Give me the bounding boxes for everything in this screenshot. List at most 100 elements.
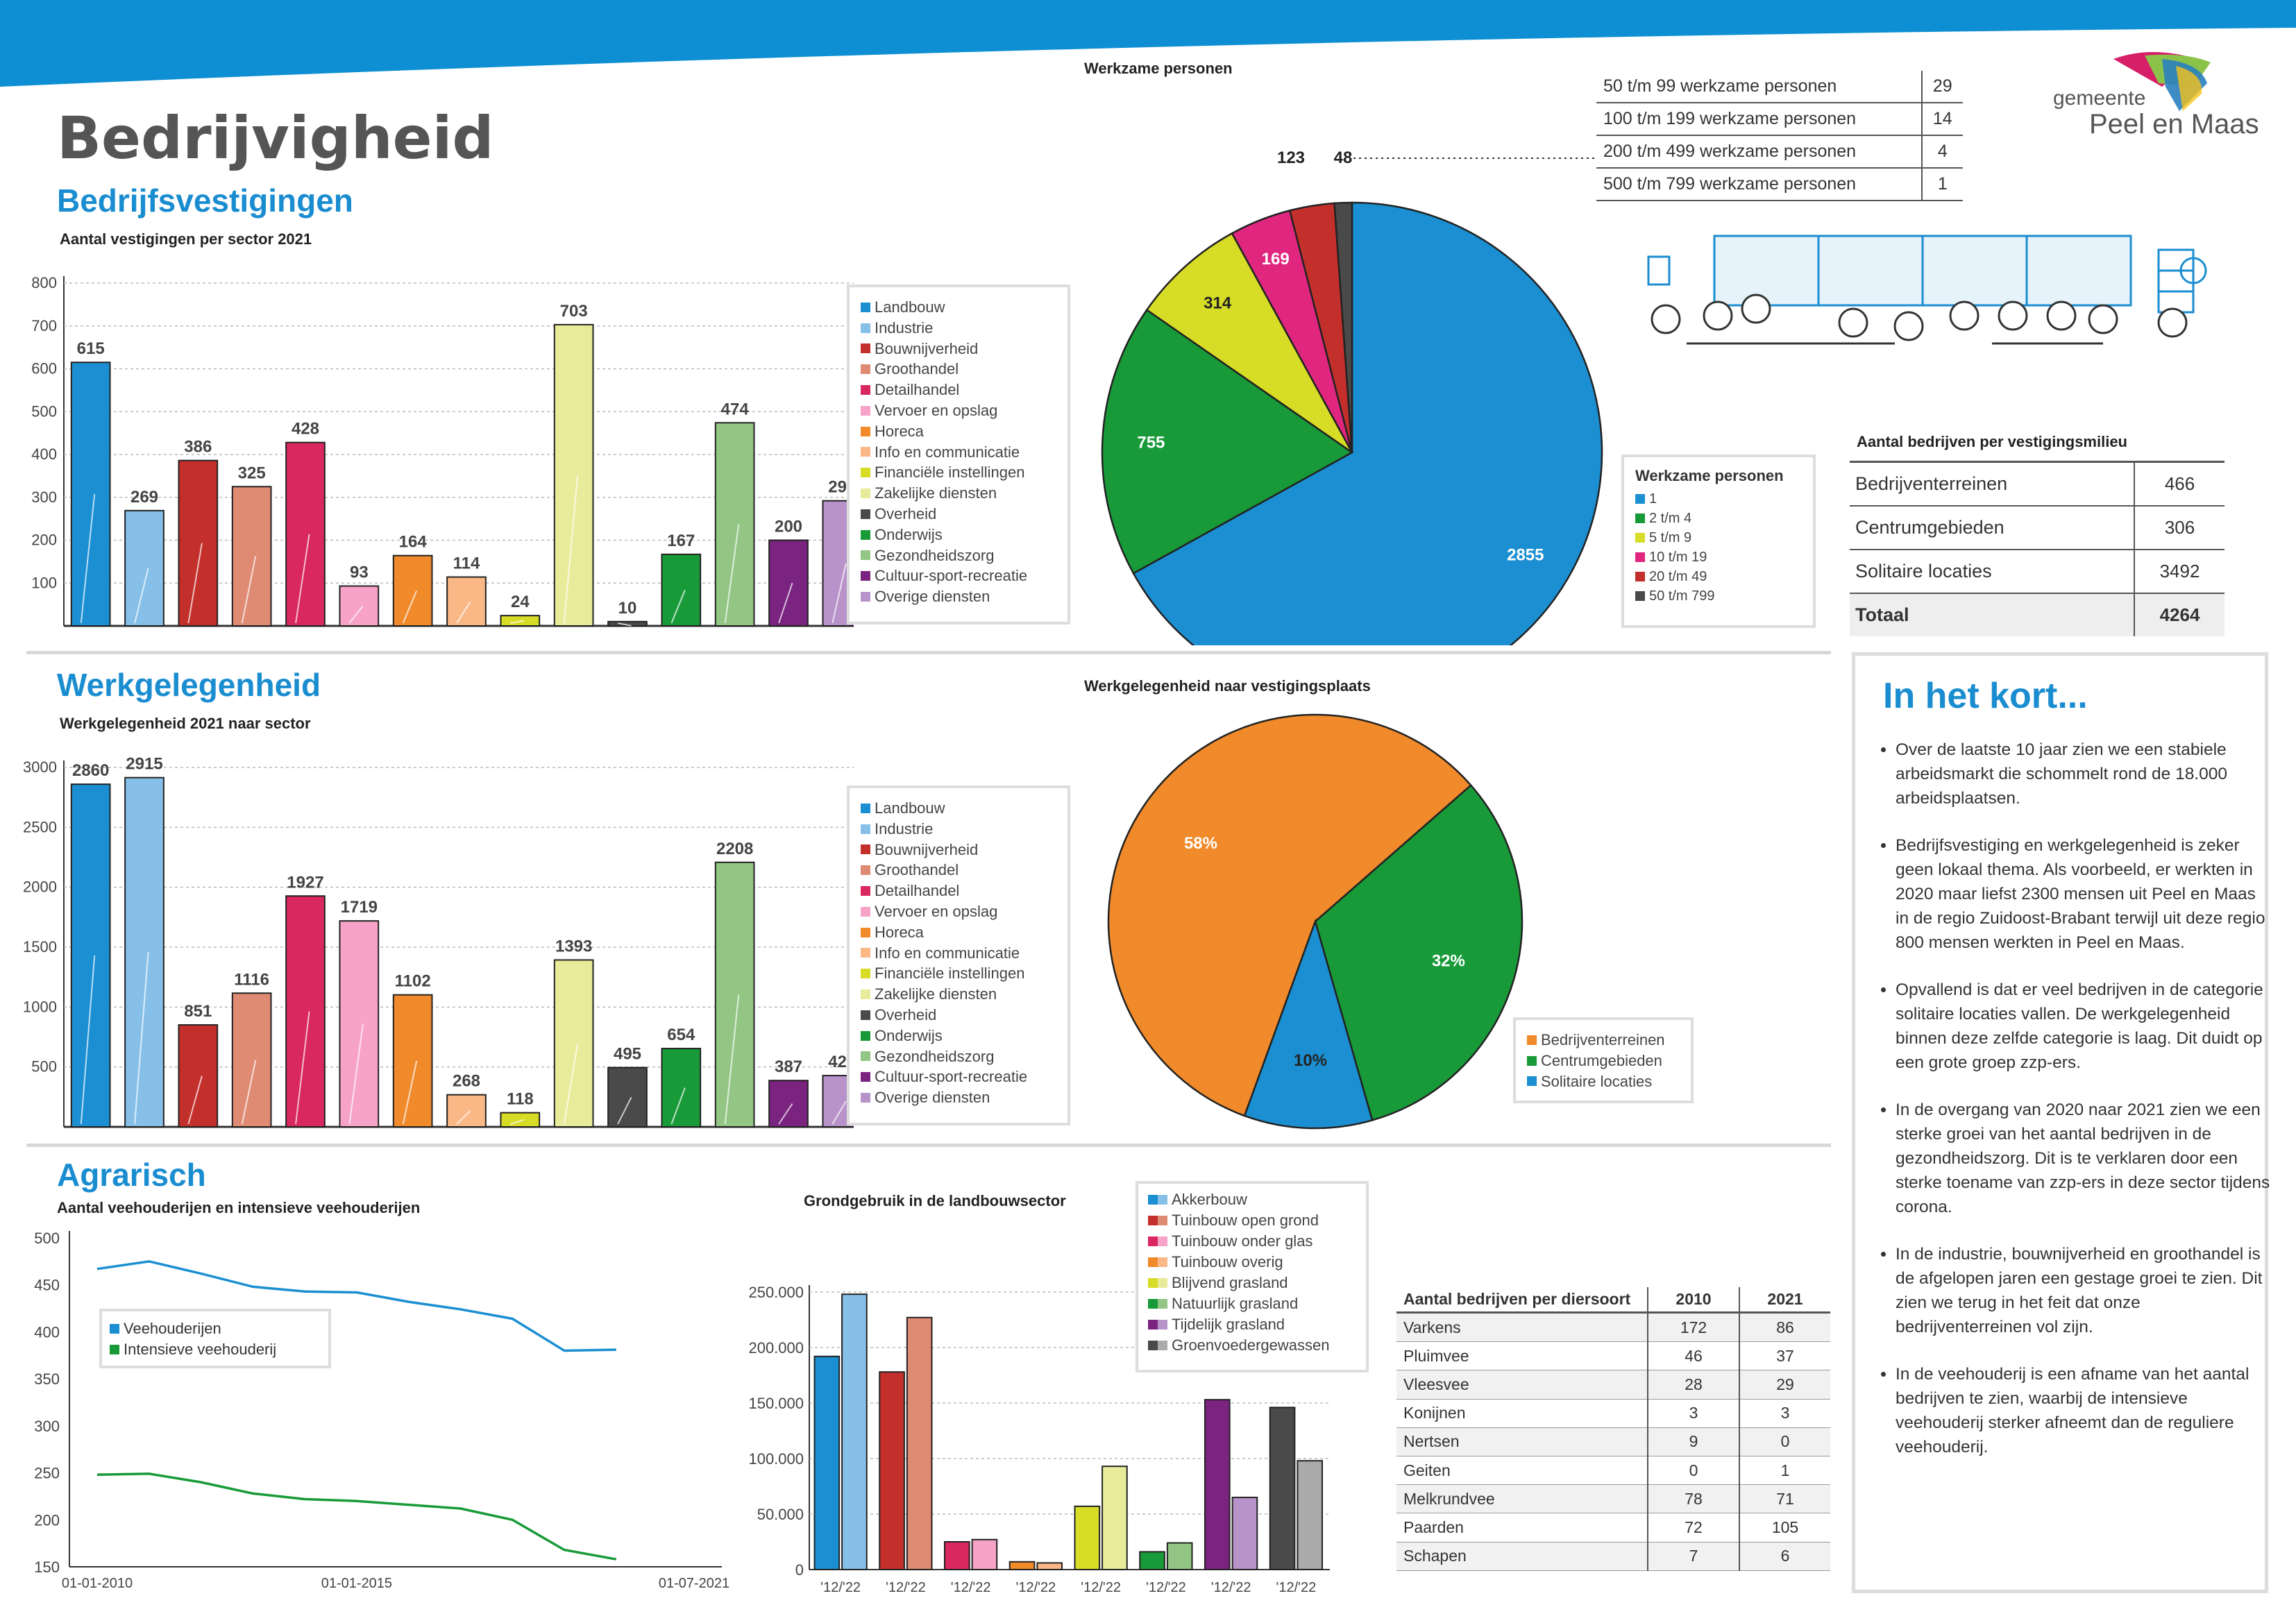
legend-swatch	[1527, 1035, 1537, 1045]
legend-item: 50 t/m 799	[1635, 586, 1802, 606]
bar-highlight	[348, 605, 364, 624]
legend-swatch	[1635, 513, 1645, 523]
legend-swatch	[861, 1051, 870, 1062]
bar-highlight	[402, 1060, 418, 1125]
x-tick-label: 01-07-2021	[659, 1576, 729, 1591]
x-tick-label: 01-01-2010	[62, 1576, 133, 1591]
y-tick-label: 800	[31, 274, 57, 291]
y-tick-label: 450	[34, 1277, 60, 1294]
in-het-kort-item: In de veehouderij is een afname van het …	[1896, 1362, 2270, 1459]
bar-highlight	[295, 1011, 310, 1125]
legend-label: Groothandel	[875, 861, 959, 879]
legend-label: Tuinbouw onder glas	[1172, 1232, 1313, 1250]
legend-swatch	[1158, 1257, 1167, 1267]
table-cell-value: 72	[1647, 1513, 1739, 1542]
legend-swatch	[861, 927, 870, 937]
table-row: Solitaire locaties 3492	[1850, 550, 2225, 593]
bar-highlight	[187, 543, 203, 624]
legend-item: Bouwnijverheid	[861, 840, 1056, 860]
legend-swatch	[1158, 1320, 1167, 1329]
bar-highlight	[510, 620, 525, 624]
bar	[446, 576, 487, 627]
table-cell-label: 100 t/m 199 werkzame personen	[1603, 109, 1857, 128]
bar	[1139, 1551, 1165, 1570]
y-tick-label: 600	[31, 360, 57, 377]
bar	[661, 1048, 702, 1128]
pie-label: 32%	[1432, 951, 1465, 970]
data-label: 1393	[555, 937, 592, 955]
pie-label: 58%	[1184, 834, 1217, 853]
legend-swatch	[861, 1093, 870, 1103]
y-tick-label: 100.000	[748, 1450, 804, 1468]
y-tick-label: 400	[34, 1323, 60, 1341]
y-tick-label: 1000	[23, 998, 57, 1015]
bar-highlight	[241, 1060, 257, 1125]
legend-label: Centrumgebieden	[1541, 1051, 1662, 1069]
bar-highlight	[832, 563, 847, 624]
data-label: 114	[453, 554, 480, 573]
legend-swatch	[861, 1030, 870, 1041]
legend-item: 10 t/m 19	[1635, 547, 1802, 567]
legend-label: Veehouderijen	[124, 1320, 221, 1337]
page-title: Bedrijvigheid	[57, 104, 494, 172]
table-cell-value: 14	[1921, 103, 1963, 135]
bar-highlight	[295, 534, 310, 624]
table-row: Varkens 172 86	[1396, 1312, 1830, 1342]
legend-item: Financiële instellingen	[861, 462, 1056, 483]
data-label: 1719	[341, 898, 378, 917]
table-cell-label: Geiten	[1403, 1461, 1451, 1479]
table-cell-label: 500 t/m 799 werkzame personen	[1603, 174, 1857, 194]
table-row: Konijnen 3 3	[1396, 1399, 1830, 1428]
legend-label: Tuinbouw open grond	[1172, 1212, 1319, 1229]
legend-label: Overige diensten	[875, 1089, 990, 1107]
legend-swatch	[861, 948, 870, 958]
legend-swatch	[1148, 1278, 1158, 1288]
pie-label: 10%	[1294, 1051, 1327, 1070]
line-chart-veehouderijen: 150 200 250 300 350 400 450 500 01-01-2010 01-01-…	[34, 1230, 729, 1591]
legend-swatch	[861, 343, 870, 354]
legend-item: Groenvoedergewassen	[1148, 1335, 1356, 1356]
table-cell-value: 6	[1739, 1542, 1830, 1571]
top-banner	[0, 0, 2296, 87]
legend-item: Groothandel	[861, 860, 1056, 881]
data-label: 2860	[72, 761, 109, 780]
data-label: 118	[507, 1090, 534, 1109]
legend-item: Tuinbouw overig	[1148, 1252, 1356, 1273]
legend-label: Cultuur-sport-recreatie	[875, 567, 1028, 585]
legend-swatch	[861, 969, 870, 979]
legend-item: Centrumgebieden	[1527, 1051, 1680, 1071]
legend-label: Info en communicatie	[875, 443, 1020, 461]
legend-label: Horeca	[875, 422, 924, 440]
legend-item: Info en communicatie	[861, 943, 1056, 964]
bar-highlight	[187, 1076, 203, 1125]
legend-swatch	[861, 426, 870, 436]
logo: gemeente Peel en Maas	[2041, 45, 2270, 149]
x-tick-label: '12/'22	[1211, 1580, 1251, 1595]
table-cell-value: 3492	[2134, 550, 2225, 593]
table-cell-label: Vleesvee	[1403, 1375, 1469, 1393]
table-row: 200 t/m 499 werkzame personen 4	[1596, 135, 1963, 168]
line-series	[96, 1260, 616, 1352]
legend-swatch	[861, 488, 870, 499]
x-tick-label: '12/'22	[886, 1580, 926, 1595]
office-illustration	[1647, 235, 2207, 345]
bar-highlight	[778, 1103, 793, 1125]
bar	[714, 422, 755, 627]
x-tick-label: '12/'22	[1146, 1580, 1186, 1595]
legend-swatch	[861, 468, 870, 478]
legend-swatch	[1148, 1216, 1158, 1225]
legend-label: Onderwijs	[875, 1026, 943, 1044]
legend-swatch	[1148, 1320, 1158, 1329]
data-label: 654	[667, 1026, 695, 1044]
y-tick-label: 50.000	[757, 1506, 804, 1523]
in-het-kort-item: Bedrijfsvestiging en werkgelegenheid is …	[1896, 833, 2270, 955]
bar	[124, 509, 164, 627]
table-row-total: Totaal 4264	[1850, 593, 2225, 636]
table-cell-label: Varkens	[1403, 1318, 1461, 1336]
legend-item: Tuinbouw open grond	[1148, 1210, 1356, 1231]
y-tick-label: 300	[31, 488, 57, 506]
bar	[553, 959, 594, 1128]
bar	[1204, 1399, 1231, 1570]
y-tick-label: 250	[34, 1465, 60, 1482]
table-cell-value: 86	[1739, 1312, 1830, 1342]
